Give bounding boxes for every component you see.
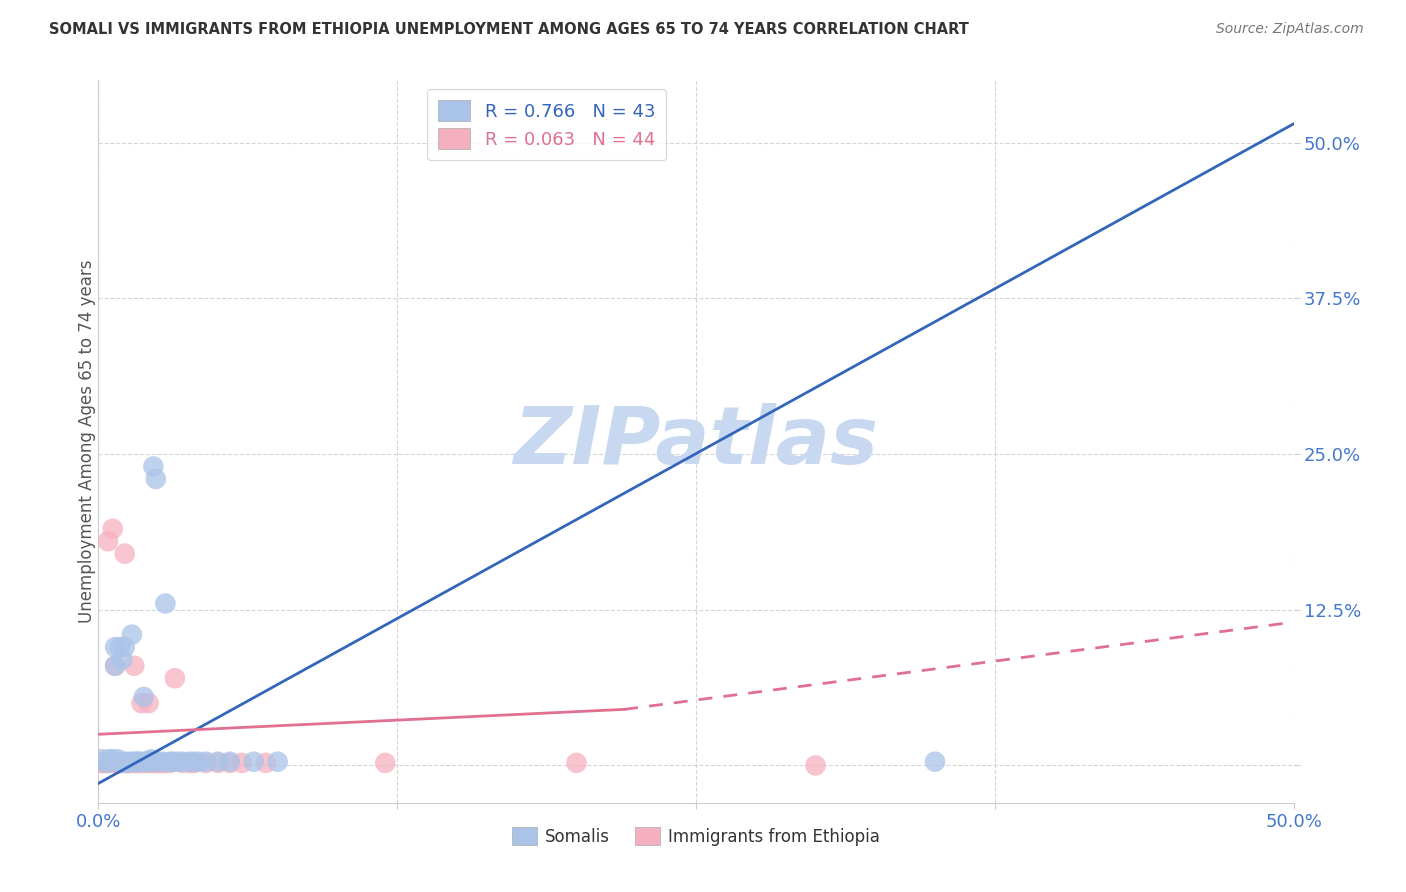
Point <box>125 756 148 770</box>
Point <box>155 756 177 770</box>
Point <box>114 547 136 561</box>
Point <box>139 756 162 770</box>
Point <box>104 658 127 673</box>
Point <box>98 755 122 769</box>
Point <box>135 756 157 770</box>
Point <box>101 522 124 536</box>
Point <box>148 756 170 770</box>
Point <box>152 755 174 769</box>
Point <box>142 459 165 474</box>
Point <box>565 756 588 770</box>
Text: Source: ZipAtlas.com: Source: ZipAtlas.com <box>1216 22 1364 37</box>
Point <box>104 658 127 673</box>
Text: ZIPatlas: ZIPatlas <box>513 402 879 481</box>
Point <box>104 756 127 770</box>
Point <box>114 640 136 654</box>
Point <box>172 755 194 769</box>
Point <box>118 756 141 770</box>
Point <box>179 755 201 769</box>
Point <box>125 755 148 769</box>
Point <box>138 696 160 710</box>
Point <box>107 756 129 770</box>
Point <box>231 756 253 770</box>
Point <box>179 756 201 770</box>
Point <box>104 640 127 654</box>
Point <box>219 755 242 769</box>
Point <box>139 755 162 769</box>
Point <box>207 755 229 769</box>
Point <box>187 755 209 769</box>
Point <box>145 756 167 770</box>
Point <box>115 756 138 770</box>
Point <box>101 752 124 766</box>
Point <box>128 755 150 769</box>
Point <box>97 534 120 549</box>
Point <box>195 755 218 769</box>
Point <box>163 671 186 685</box>
Point <box>121 627 143 641</box>
Point <box>98 756 122 770</box>
Point <box>111 756 134 770</box>
Point <box>124 658 146 673</box>
Point <box>924 755 946 769</box>
Point <box>159 756 181 770</box>
Point <box>267 755 290 769</box>
Point <box>207 756 229 770</box>
Point <box>152 756 174 770</box>
Y-axis label: Unemployment Among Ages 65 to 74 years: Unemployment Among Ages 65 to 74 years <box>79 260 96 624</box>
Point <box>108 640 131 654</box>
Point <box>374 756 396 770</box>
Point <box>111 652 134 666</box>
Point <box>108 756 131 770</box>
Point <box>114 756 136 770</box>
Point <box>254 756 277 770</box>
Point <box>94 756 117 770</box>
Point <box>108 756 131 770</box>
Point <box>90 756 112 770</box>
Point <box>121 756 143 770</box>
Text: SOMALI VS IMMIGRANTS FROM ETHIOPIA UNEMPLOYMENT AMONG AGES 65 TO 74 YEARS CORREL: SOMALI VS IMMIGRANTS FROM ETHIOPIA UNEMP… <box>49 22 969 37</box>
Point <box>183 756 205 770</box>
Point <box>139 752 162 766</box>
Point <box>125 756 148 770</box>
Point <box>162 755 184 769</box>
Point <box>135 755 157 769</box>
Point <box>118 755 141 769</box>
Point <box>90 752 112 766</box>
Point <box>172 756 194 770</box>
Point <box>219 756 242 770</box>
Point <box>91 756 114 770</box>
Point <box>195 756 218 770</box>
Point <box>132 690 155 704</box>
Point <box>128 756 150 770</box>
Point <box>166 755 188 769</box>
Point <box>114 755 136 769</box>
Point <box>183 755 205 769</box>
Point <box>804 758 827 772</box>
Point <box>243 755 266 769</box>
Point <box>155 597 177 611</box>
Point <box>97 756 120 770</box>
Point <box>142 756 165 770</box>
Point <box>124 755 146 769</box>
Point <box>138 755 160 769</box>
Point <box>145 472 167 486</box>
Point <box>148 755 170 769</box>
Point <box>97 752 120 766</box>
Point <box>131 696 153 710</box>
Point <box>107 752 129 766</box>
Point <box>94 756 117 770</box>
Legend: Somalis, Immigrants from Ethiopia: Somalis, Immigrants from Ethiopia <box>505 821 887 852</box>
Point <box>159 755 181 769</box>
Point <box>115 756 138 770</box>
Point <box>131 755 153 769</box>
Point <box>132 756 155 770</box>
